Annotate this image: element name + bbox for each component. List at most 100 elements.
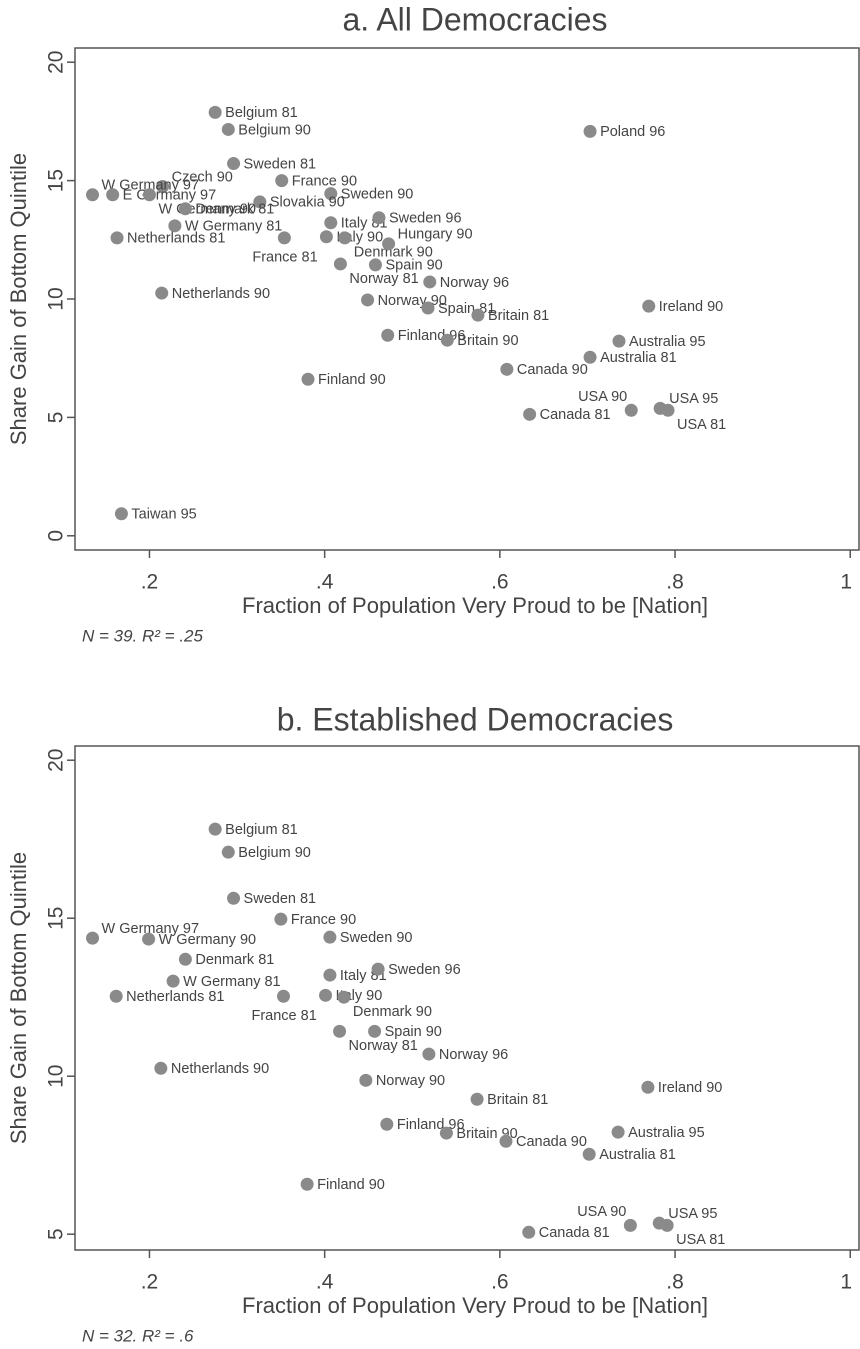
x-tick-label: 1 xyxy=(840,571,852,594)
point-label: Taiwan 95 xyxy=(131,507,196,523)
y-tick-label: 5 xyxy=(45,1228,68,1240)
point-label: Canada 90 xyxy=(517,362,588,378)
point xyxy=(338,231,352,245)
y-tick-label: 15 xyxy=(45,907,68,930)
point-label: Norway 96 xyxy=(439,1047,508,1063)
point-label: Slovakia 90 xyxy=(270,195,345,211)
y-tick-label: 10 xyxy=(45,1065,68,1088)
point xyxy=(380,1117,394,1131)
point xyxy=(583,124,597,138)
point xyxy=(319,230,333,244)
x-axis-label: Fraction of Population Very Proud to be … xyxy=(242,1293,708,1318)
point xyxy=(110,231,124,245)
point-label: Australia 81 xyxy=(600,350,677,366)
point-label: Britain 90 xyxy=(457,333,518,349)
point xyxy=(499,1134,513,1148)
point-label: Ireland 90 xyxy=(658,1080,723,1096)
point-label: Hungary 90 xyxy=(398,227,473,243)
point xyxy=(208,105,222,119)
point xyxy=(423,275,437,289)
point-label: Sweden 81 xyxy=(244,891,317,907)
point xyxy=(142,188,156,202)
point xyxy=(641,1080,655,1094)
point-label: Netherlands 81 xyxy=(126,989,224,1005)
point-label: Denmark 81 xyxy=(195,202,274,218)
point xyxy=(221,122,235,136)
point-label: Norway 96 xyxy=(440,275,509,291)
point xyxy=(440,333,454,347)
x-axis-label: Fraction of Population Very Proud to be … xyxy=(242,593,708,618)
point xyxy=(359,1073,373,1087)
point xyxy=(227,891,241,905)
point-label: W Germany 81 xyxy=(183,974,281,990)
point-label: Finland 90 xyxy=(318,372,386,388)
point xyxy=(323,968,337,982)
point xyxy=(109,989,123,1003)
point xyxy=(368,258,382,272)
point-label: Spain 81 xyxy=(438,301,495,317)
y-tick-label: 10 xyxy=(45,287,68,310)
point-label: Belgium 90 xyxy=(238,122,311,138)
point xyxy=(106,188,120,202)
y-tick-label: 0 xyxy=(45,530,68,542)
x-tick-label: .2 xyxy=(141,1271,159,1294)
point-label: Australia 81 xyxy=(599,1147,676,1163)
point-label: Belgium 81 xyxy=(225,105,298,121)
point xyxy=(439,1126,453,1140)
point-label: Norway 81 xyxy=(349,1038,418,1054)
point xyxy=(324,187,338,201)
x-tick-label: .2 xyxy=(141,571,159,594)
point-label: USA 95 xyxy=(669,391,718,407)
point xyxy=(368,1024,382,1038)
point-label: Canada 81 xyxy=(539,1225,610,1241)
x-tick-label: .4 xyxy=(316,1271,334,1294)
point xyxy=(500,362,514,376)
point-label: W Germany 81 xyxy=(185,219,283,235)
point xyxy=(253,195,267,209)
plot-frame xyxy=(74,745,860,1251)
point-label: Finland 96 xyxy=(398,328,466,344)
x-tick-label: .8 xyxy=(666,571,684,594)
point xyxy=(612,334,626,348)
point xyxy=(333,1024,347,1038)
point xyxy=(333,257,347,271)
point xyxy=(611,1125,625,1139)
point-label: Sweden 90 xyxy=(340,930,413,946)
point xyxy=(227,157,241,171)
point xyxy=(208,822,222,836)
point xyxy=(324,216,338,230)
point-label: Spain 90 xyxy=(385,258,442,274)
point xyxy=(582,1147,596,1161)
point xyxy=(623,1218,637,1232)
point-label: Netherlands 81 xyxy=(127,231,225,247)
point-label: Denmark 81 xyxy=(195,952,274,968)
y-tick-label: 20 xyxy=(45,51,68,74)
point-label: Czech 90 xyxy=(172,169,233,185)
y-tick-label: 15 xyxy=(45,169,68,192)
point xyxy=(371,962,385,976)
point xyxy=(381,328,395,342)
point xyxy=(86,931,100,945)
point xyxy=(661,403,675,417)
point-label: Finland 96 xyxy=(397,1117,465,1133)
point xyxy=(522,1225,536,1239)
point-label: France 81 xyxy=(251,1008,316,1024)
note: N = 32. R² = .6 xyxy=(82,1326,194,1345)
point xyxy=(277,231,291,245)
x-tick-label: .8 xyxy=(666,1271,684,1294)
point xyxy=(642,299,656,313)
point xyxy=(168,219,182,233)
point-label: Australia 95 xyxy=(628,1125,705,1141)
point xyxy=(86,188,100,202)
point-label: Poland 96 xyxy=(600,124,665,140)
point-label: Denmark 90 xyxy=(353,1004,432,1020)
point xyxy=(301,372,315,386)
point-label: USA 90 xyxy=(578,389,627,405)
point xyxy=(471,308,485,322)
point-label: Canada 90 xyxy=(516,1134,587,1150)
point-label: Belgium 90 xyxy=(238,845,311,861)
point-label: Spain 90 xyxy=(385,1024,442,1040)
point xyxy=(523,407,537,421)
point-label: France 90 xyxy=(291,912,356,928)
